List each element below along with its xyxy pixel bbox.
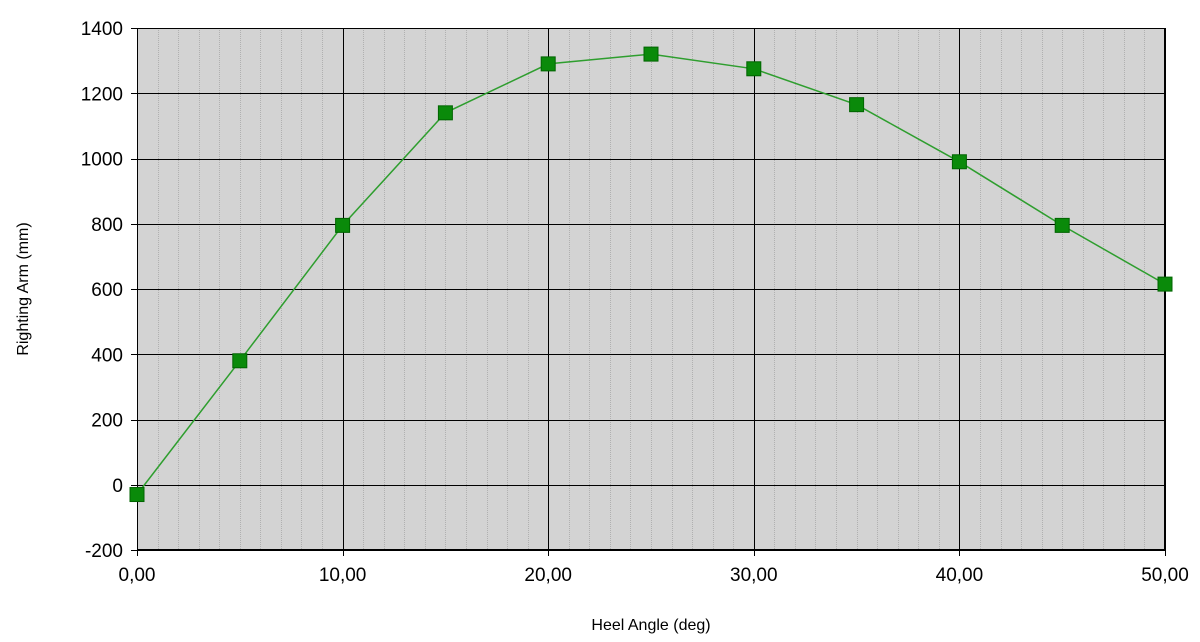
data-point-marker bbox=[437, 105, 453, 121]
data-point-marker bbox=[951, 154, 967, 170]
x-tick-label: 30,00 bbox=[730, 565, 778, 586]
data-point-marker bbox=[1054, 217, 1070, 233]
x-tick-label: 40,00 bbox=[936, 565, 984, 586]
data-point-marker bbox=[232, 353, 248, 369]
y-tick-label: 200 bbox=[91, 411, 123, 432]
y-tick-label: 0 bbox=[112, 476, 123, 497]
data-point-marker bbox=[746, 61, 762, 77]
data-point-marker bbox=[540, 56, 556, 72]
data-point-marker bbox=[335, 217, 351, 233]
y-axis-title: Righting Arm (mm) bbox=[15, 222, 32, 355]
x-axis-title: Heel Angle (deg) bbox=[591, 617, 710, 634]
y-tick-label: 1000 bbox=[81, 150, 123, 171]
data-point-marker bbox=[129, 487, 145, 503]
y-tick-label: -200 bbox=[85, 541, 123, 562]
data-point-marker bbox=[643, 46, 659, 62]
major-gridlines bbox=[137, 28, 1166, 551]
x-axis-ticks: 0,00 10,00 20,00 30,00 40,00 50,00 bbox=[119, 550, 1189, 586]
x-tick-label: 0,00 bbox=[119, 565, 156, 586]
x-tick-label: 10,00 bbox=[319, 565, 367, 586]
data-point-marker bbox=[849, 97, 865, 113]
y-tick-label: 400 bbox=[91, 345, 123, 366]
data-point-marker bbox=[1157, 276, 1173, 292]
y-tick-label: 800 bbox=[91, 215, 123, 236]
x-tick-label: 20,00 bbox=[524, 565, 572, 586]
y-axis-ticks: -200 0 200 400 600 800 1000 1200 1400 bbox=[81, 19, 137, 562]
series-layer bbox=[129, 46, 1173, 503]
y-tick-label: 1200 bbox=[81, 84, 123, 105]
y-tick-label: 1400 bbox=[81, 19, 123, 40]
y-tick-label: 600 bbox=[91, 280, 123, 301]
x-tick-label: 50,00 bbox=[1141, 565, 1189, 586]
